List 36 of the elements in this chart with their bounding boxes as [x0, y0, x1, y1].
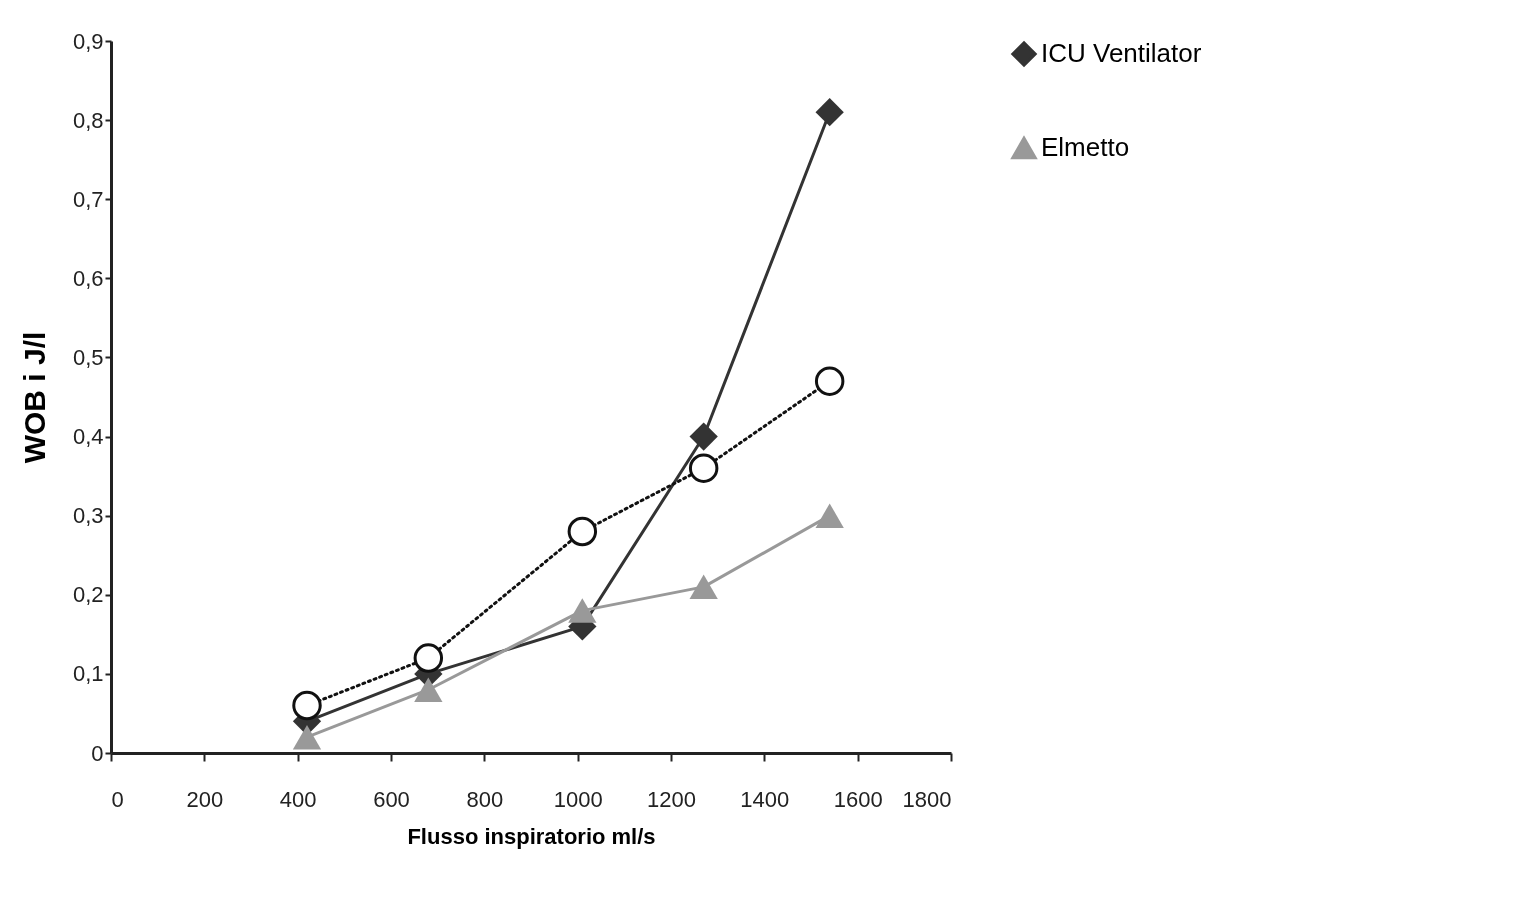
y-tick-label: 0,1	[72, 661, 104, 687]
y-tick-label: 0,6	[72, 265, 104, 291]
y-axis-title: WOB i J/l	[17, 331, 51, 464]
point	[568, 598, 597, 623]
y-tick-label: 0,7	[72, 186, 104, 212]
y-tick-label: 0,9	[72, 28, 104, 54]
point	[413, 643, 444, 673]
point	[688, 453, 719, 483]
point	[292, 724, 322, 750]
y-tick-label: 0,8	[72, 107, 104, 133]
x-tick-label: 1400	[740, 786, 790, 812]
point	[689, 574, 718, 600]
y-tick-label: 0,5	[72, 344, 104, 370]
y-tick-label: 0,3	[72, 503, 104, 529]
legend-label: ICU Ventilator	[1041, 38, 1202, 68]
x-axis-title: Flusso inspiratorio ml/s	[407, 823, 656, 849]
point	[292, 690, 322, 721]
point	[814, 366, 845, 396]
point	[414, 677, 443, 702]
y-tick-label: 0,2	[72, 582, 104, 608]
x-tick-label: 1200	[647, 786, 696, 812]
point	[689, 422, 718, 451]
x-tick-label: 1800	[902, 786, 952, 812]
x-tick-label: 1000	[553, 786, 603, 812]
x-tick-label: 1600	[833, 786, 883, 812]
x-tick-label: 600	[373, 786, 410, 812]
x-tick-label: 0	[111, 786, 124, 812]
y-tick-label: 0,4	[72, 424, 104, 450]
legend-label: Elmetto	[1041, 132, 1130, 162]
point	[815, 98, 844, 127]
x-tick-label: 200	[186, 786, 224, 812]
point	[567, 516, 598, 547]
x-tick-label: 400	[279, 786, 317, 812]
y-tick-label: 0	[91, 740, 104, 766]
x-tick-label: 800	[466, 786, 504, 812]
point	[815, 503, 844, 528]
